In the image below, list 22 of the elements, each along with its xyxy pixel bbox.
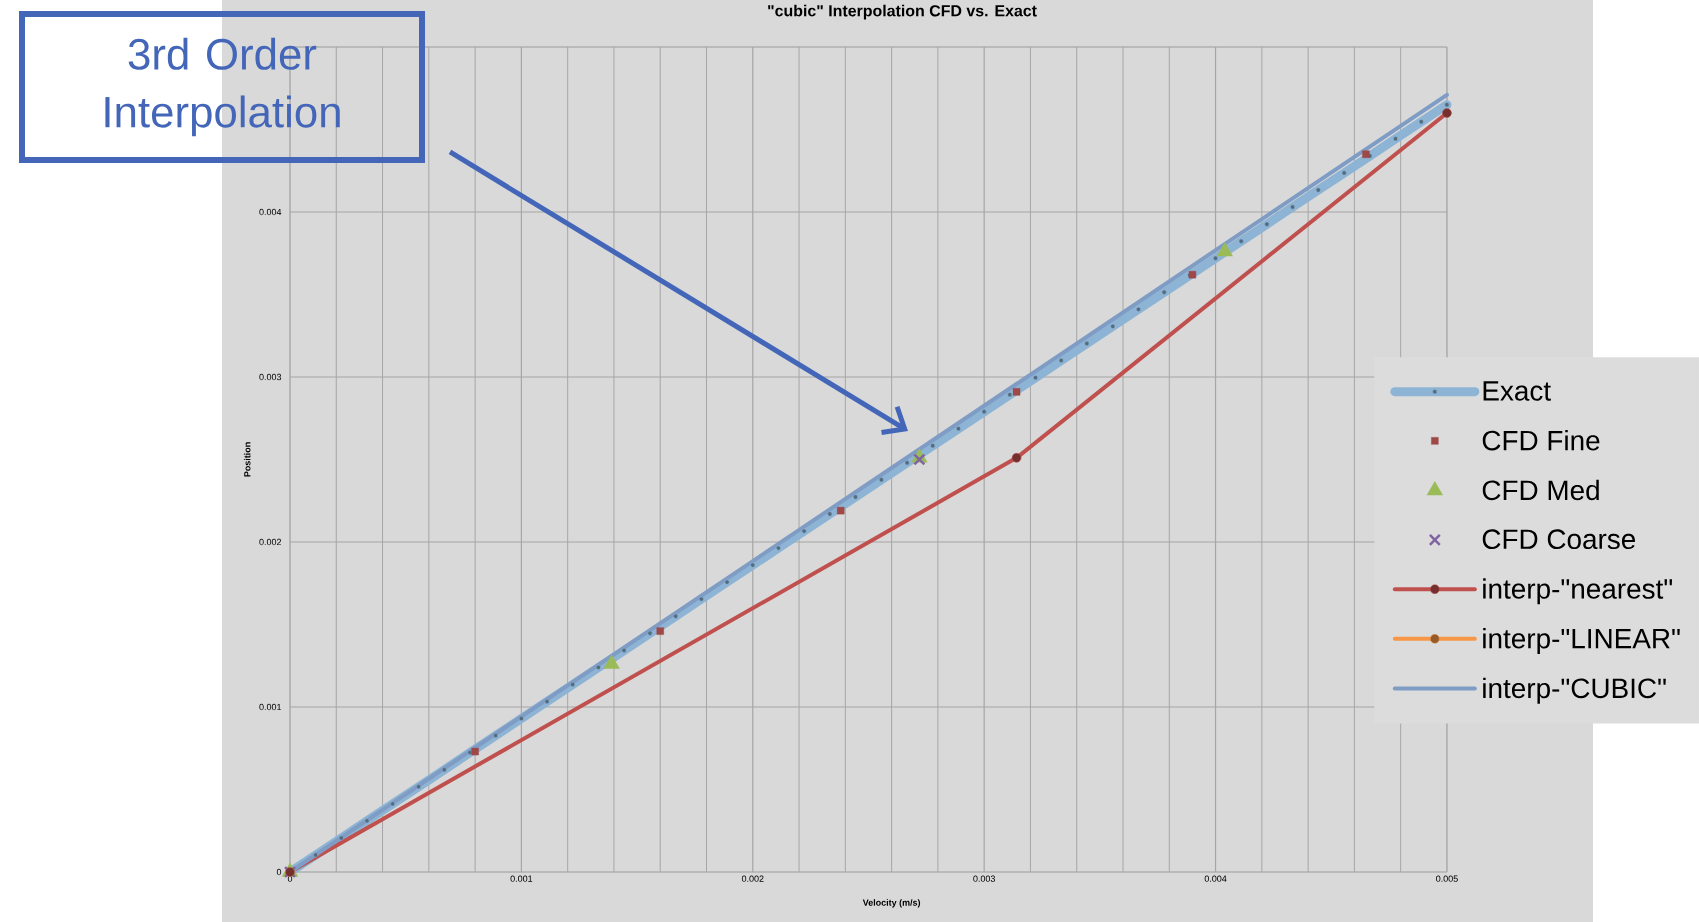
y-tick-label: 0.003 bbox=[259, 373, 282, 381]
legend-label: Exact bbox=[1483, 381, 1551, 401]
legend-label: CFD Med bbox=[1482, 479, 1599, 501]
x-tick-label: 0 bbox=[287, 875, 293, 882]
y-tick-label: 0.004 bbox=[259, 208, 282, 216]
legend-label: CFD Coarse bbox=[1482, 529, 1636, 550]
chart-title: "cubic" Interpolation CFD vs. Exact bbox=[768, 4, 1037, 20]
y-tick-label: 0.001 bbox=[259, 703, 282, 711]
y-tick-label: 0 bbox=[276, 868, 282, 876]
x-axis-title: Velocity (m/s) bbox=[862, 899, 921, 908]
x-tick-label: 0.005 bbox=[1436, 875, 1458, 882]
legend-label: interp-"nearest" bbox=[1483, 578, 1673, 605]
legend-label: interp-"CUBIC" bbox=[1483, 677, 1666, 704]
x-tick-label: 0.002 bbox=[741, 875, 764, 882]
x-tick-label: 0.004 bbox=[1204, 875, 1227, 882]
annotation: 3rd Order Interpolation bbox=[105, 37, 340, 137]
x-tick-label: 0.001 bbox=[510, 875, 533, 882]
legend-label: CFD Fine bbox=[1482, 429, 1600, 451]
y-tick-label: 0.002 bbox=[259, 538, 282, 546]
legend-label: interp-"LINEAR" bbox=[1483, 628, 1680, 654]
y-axis-title: Position bbox=[243, 442, 251, 477]
x-tick-label: 0.003 bbox=[973, 875, 995, 882]
